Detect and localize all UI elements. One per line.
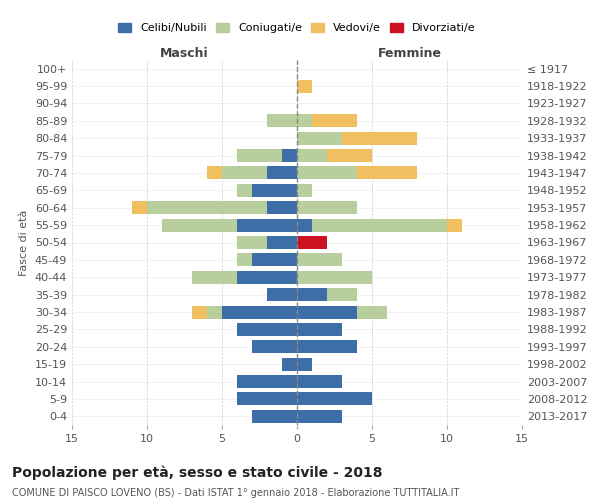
Bar: [297, 410, 342, 423]
Bar: [297, 392, 372, 406]
Bar: [327, 288, 357, 301]
Bar: [237, 392, 297, 406]
Bar: [207, 306, 222, 318]
Text: COMUNE DI PAISCO LOVENO (BS) - Dati ISTAT 1° gennaio 2018 - Elaborazione TUTTITA: COMUNE DI PAISCO LOVENO (BS) - Dati ISTA…: [12, 488, 460, 498]
Text: Femmine: Femmine: [377, 47, 442, 60]
Bar: [252, 254, 297, 266]
Bar: [252, 184, 297, 197]
Bar: [297, 80, 312, 92]
Bar: [297, 270, 372, 284]
Legend: Celibi/Nubili, Coniugati/e, Vedovi/e, Divorziati/e: Celibi/Nubili, Coniugati/e, Vedovi/e, Di…: [114, 18, 480, 38]
Bar: [297, 149, 327, 162]
Bar: [267, 288, 297, 301]
Bar: [222, 306, 297, 318]
Bar: [327, 149, 372, 162]
Y-axis label: Anni di nascita: Anni di nascita: [597, 201, 600, 284]
Bar: [342, 132, 417, 144]
Bar: [192, 306, 207, 318]
Bar: [297, 340, 357, 353]
Bar: [222, 166, 267, 179]
Bar: [237, 236, 267, 249]
Bar: [207, 166, 222, 179]
Bar: [297, 288, 327, 301]
Bar: [312, 114, 357, 128]
Bar: [297, 306, 357, 318]
Bar: [267, 236, 297, 249]
Bar: [297, 114, 312, 128]
Bar: [357, 306, 387, 318]
Bar: [237, 149, 282, 162]
Bar: [252, 410, 297, 423]
Bar: [297, 184, 312, 197]
Bar: [297, 375, 342, 388]
Bar: [297, 254, 342, 266]
Bar: [237, 184, 252, 197]
Bar: [297, 358, 312, 370]
Bar: [297, 201, 357, 214]
Bar: [312, 218, 447, 232]
Bar: [297, 132, 342, 144]
Bar: [297, 323, 342, 336]
Text: Maschi: Maschi: [160, 47, 209, 60]
Bar: [162, 218, 237, 232]
Bar: [447, 218, 462, 232]
Text: Popolazione per età, sesso e stato civile - 2018: Popolazione per età, sesso e stato civil…: [12, 465, 383, 479]
Bar: [237, 218, 297, 232]
Bar: [297, 236, 327, 249]
Y-axis label: Fasce di età: Fasce di età: [19, 210, 29, 276]
Bar: [267, 114, 297, 128]
Bar: [282, 358, 297, 370]
Bar: [297, 166, 357, 179]
Bar: [357, 166, 417, 179]
Bar: [237, 254, 252, 266]
Bar: [192, 270, 237, 284]
Bar: [297, 218, 312, 232]
Bar: [267, 201, 297, 214]
Bar: [237, 323, 297, 336]
Bar: [132, 201, 147, 214]
Bar: [282, 149, 297, 162]
Bar: [252, 340, 297, 353]
Bar: [237, 270, 297, 284]
Bar: [267, 166, 297, 179]
Bar: [147, 201, 267, 214]
Bar: [237, 375, 297, 388]
